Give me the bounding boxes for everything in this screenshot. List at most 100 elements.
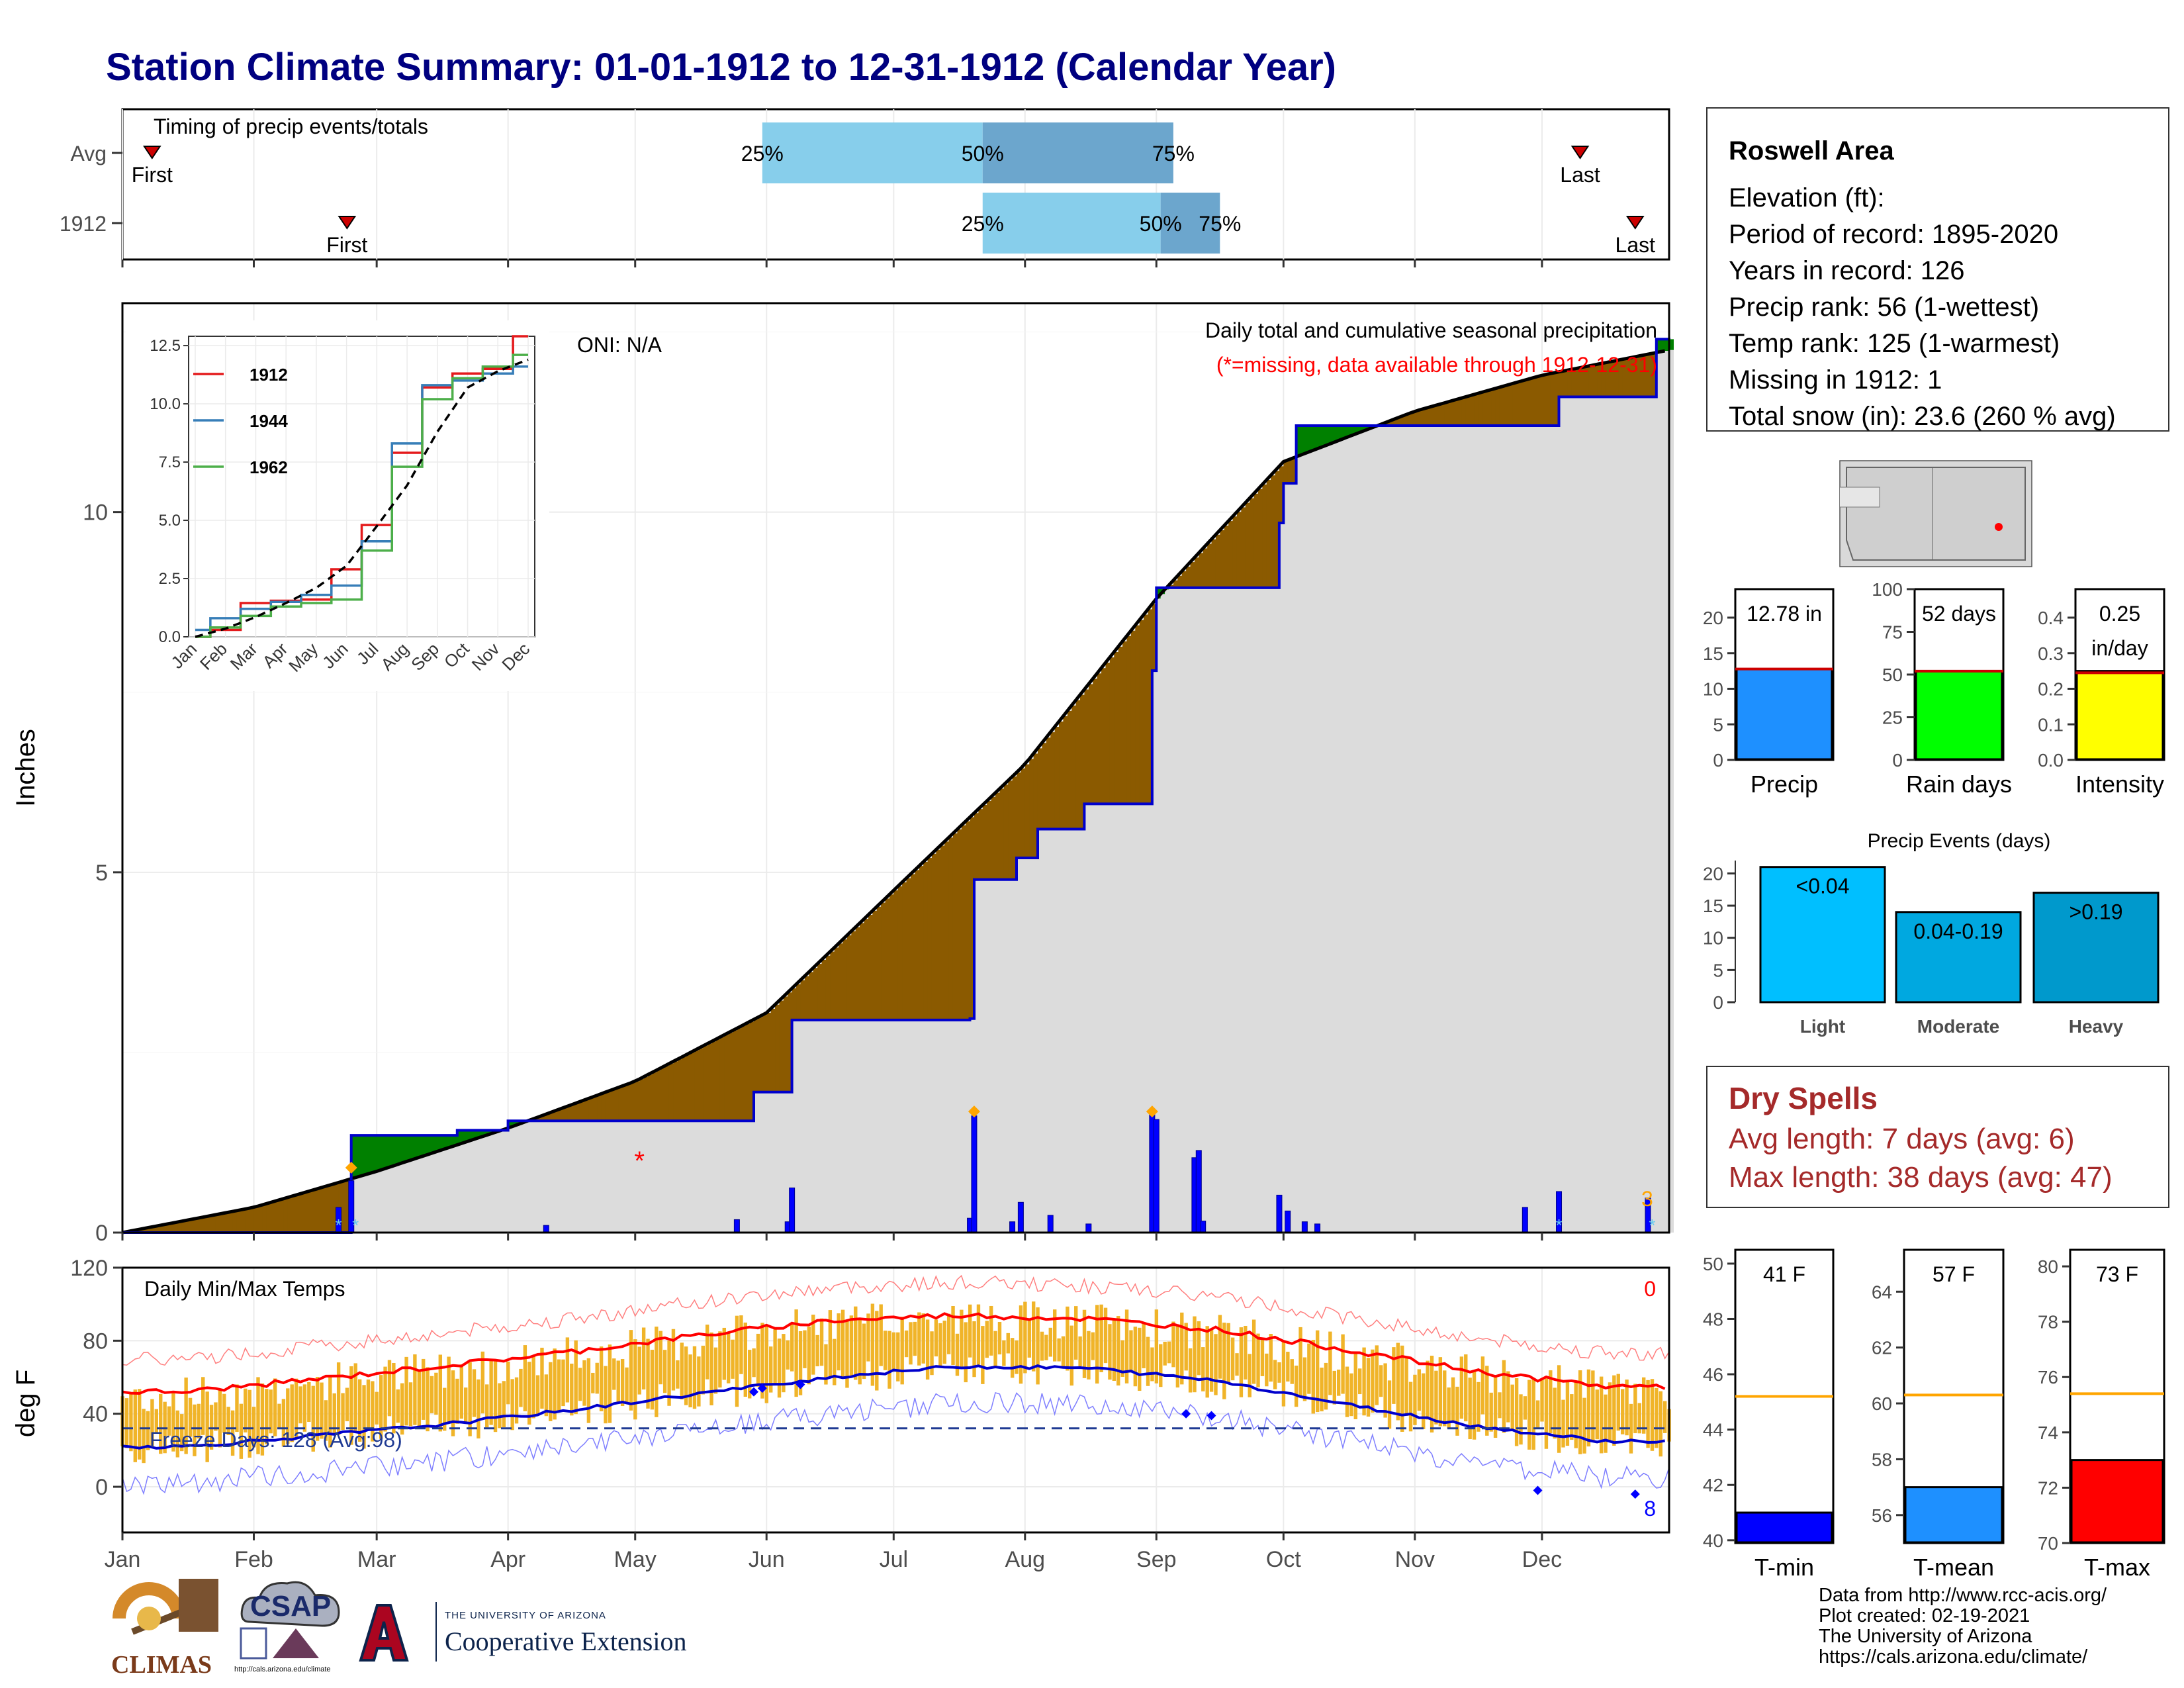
- daily-temp-bar: [1006, 1333, 1010, 1354]
- daily-temp-bar: [379, 1375, 383, 1439]
- cum-fill: [842, 1019, 848, 1233]
- cum-fill: [830, 1019, 835, 1233]
- surplus-fill: [453, 1135, 458, 1147]
- cum-fill: [1419, 426, 1424, 1233]
- deficit-fill: [1203, 548, 1208, 588]
- cum-fill: [1105, 804, 1111, 1233]
- daily-temp-bar: [244, 1388, 248, 1432]
- daily-temp-bar: [1302, 1357, 1307, 1401]
- daily-temp-bar: [1366, 1358, 1371, 1417]
- deficit-fill: [1008, 780, 1013, 880]
- daily-temp-bar: [756, 1333, 760, 1387]
- daily-temp-bar: [1629, 1403, 1633, 1454]
- surplus-fill: [1326, 426, 1331, 445]
- surplus-fill: [1313, 426, 1318, 451]
- daily-temp-bar: [1057, 1338, 1061, 1362]
- daily-temp-bar: [989, 1305, 993, 1356]
- cum-fill: [999, 879, 1005, 1233]
- surplus-fill: [508, 1121, 513, 1129]
- daily-temp-bar: [1078, 1336, 1082, 1367]
- daily-temp-bar: [828, 1310, 833, 1377]
- cum-fill: [893, 1019, 899, 1233]
- deficit-fill: [864, 919, 869, 1020]
- legend-label: 1912: [250, 365, 288, 385]
- deficit-fill: [152, 1227, 157, 1233]
- deficit-fill: [1580, 367, 1585, 397]
- ua-logo: THE UNIVERSITY OF ARIZONA Cooperative Ex…: [357, 1602, 754, 1668]
- daily-temp-bar: [591, 1372, 595, 1393]
- cum-fill: [1597, 397, 1602, 1233]
- deficit-fill: [1398, 418, 1403, 426]
- daily-temp-bar: [184, 1378, 188, 1454]
- daily-temp-bar: [1214, 1334, 1218, 1395]
- daily-temp-bar: [985, 1321, 989, 1358]
- cum-fill: [402, 1162, 407, 1233]
- cum-fill: [754, 1092, 759, 1233]
- cum-fill: [770, 1092, 776, 1233]
- extreme-marker: [345, 1162, 357, 1174]
- y-tick-label: 20: [1703, 863, 1723, 884]
- inset-avg-line: [195, 358, 529, 638]
- deficit-fill: [1215, 534, 1220, 588]
- deficit-fill: [957, 829, 962, 1020]
- deficit-fill: [987, 800, 992, 880]
- daily-temp-bar: [811, 1314, 815, 1375]
- cum-fill: [1152, 671, 1157, 1233]
- daily-temp-bar: [1251, 1319, 1256, 1384]
- cum-fill: [1173, 587, 1178, 1233]
- cum-fill: [948, 1019, 954, 1233]
- deficit-fill: [876, 906, 882, 1020]
- record-low-line: [122, 1391, 1670, 1495]
- precip-plot: * * * * * 0 5 10 Inches ONI: N/A Daily total and c…: [11, 302, 1674, 1246]
- deficit-fill: [207, 1216, 212, 1233]
- deficit-fill: [1063, 716, 1068, 829]
- daily-temp-bar: [659, 1331, 662, 1385]
- deficit-fill: [144, 1228, 149, 1233]
- deficit-fill: [1245, 502, 1250, 588]
- cum-fill: [991, 879, 996, 1233]
- deficit-fill: [952, 833, 958, 1020]
- deficit-fill: [1105, 663, 1111, 804]
- deficit-fill: [1253, 493, 1259, 588]
- deficit-fill: [902, 882, 907, 1020]
- deficit-fill: [1449, 401, 1454, 426]
- deficit-fill: [1126, 635, 1132, 804]
- y-axis-label: Inches: [11, 729, 40, 807]
- deficit-fill: [1453, 400, 1458, 426]
- deficit-fill: [1152, 604, 1157, 671]
- daily-temp-bar: [946, 1313, 951, 1354]
- cum-fill: [631, 1121, 636, 1233]
- cum-fill: [813, 1019, 818, 1233]
- daily-temp-bar: [302, 1384, 307, 1432]
- cum-fill: [584, 1121, 589, 1233]
- deficit-fill: [631, 1082, 636, 1121]
- deficit-fill: [1440, 404, 1445, 426]
- daily-temp-bar: [722, 1327, 726, 1380]
- y-tick-label: 5: [1713, 714, 1723, 735]
- daily-temp-bar: [273, 1378, 277, 1436]
- daily-temp-bar: [1167, 1341, 1171, 1364]
- cum-fill: [1406, 426, 1412, 1233]
- daily-temp-bar: [175, 1410, 180, 1458]
- daily-temp-bar: [586, 1358, 591, 1423]
- cum-fill: [1444, 426, 1449, 1233]
- daily-temp-bar: [1108, 1324, 1112, 1380]
- daily-temp-bar: [1659, 1391, 1662, 1457]
- cum-fill: [1042, 829, 1047, 1233]
- daily-temp-bar: [671, 1329, 676, 1391]
- deficit-fill: [1275, 471, 1280, 588]
- cum-fill: [414, 1158, 420, 1233]
- cum-fill: [1271, 587, 1276, 1233]
- daily-temp-bar: [1265, 1353, 1269, 1387]
- daily-temp-bar: [1023, 1301, 1027, 1374]
- deficit-fill: [271, 1202, 276, 1233]
- deficit-fill: [1419, 410, 1424, 426]
- daily-temp-bar: [595, 1362, 599, 1394]
- y-tick-label: 40: [83, 1402, 108, 1427]
- timing-row-label: 1912: [60, 212, 107, 236]
- quartile-label: 75%: [1199, 212, 1241, 236]
- y-tick-label: 5: [1713, 960, 1723, 980]
- cum-fill: [381, 1170, 386, 1233]
- daily-temp-bar: [294, 1378, 298, 1440]
